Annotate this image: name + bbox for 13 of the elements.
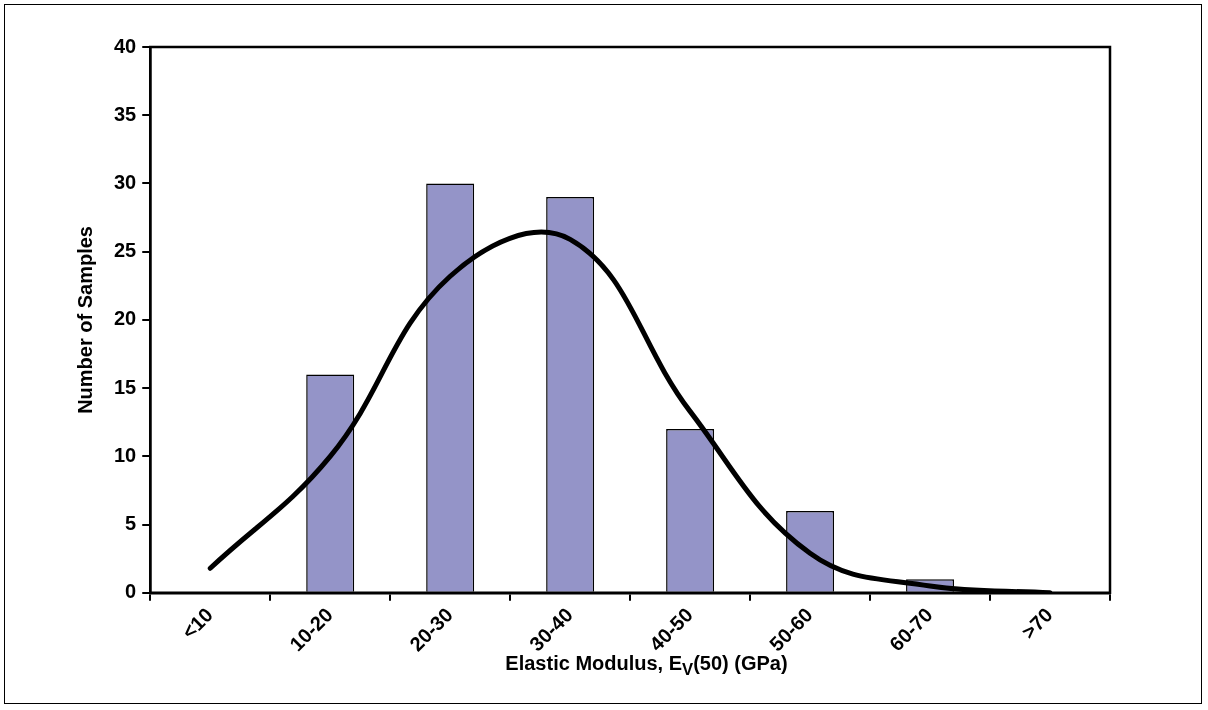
y-tick-label: 40 (114, 34, 137, 57)
y-tick-label: 25 (114, 239, 137, 262)
x-axis-title: Elastic Modulus, E$_{V}$(50) (GPa) (505, 652, 788, 679)
y-tick-label: 10 (114, 443, 137, 466)
y-tick-label: 5 (125, 512, 137, 535)
x-tick-label: >70 (1017, 603, 1057, 644)
y-tick-label: 15 (114, 375, 137, 398)
y-tick-label: 30 (114, 170, 137, 193)
x-tick-label: <10 (177, 603, 217, 644)
y-tick-label: 35 (114, 102, 137, 125)
y-tick-label: 20 (114, 307, 137, 330)
y-tick-label: 0 (125, 580, 137, 603)
y-axis-title: Number of Samples (73, 226, 96, 414)
